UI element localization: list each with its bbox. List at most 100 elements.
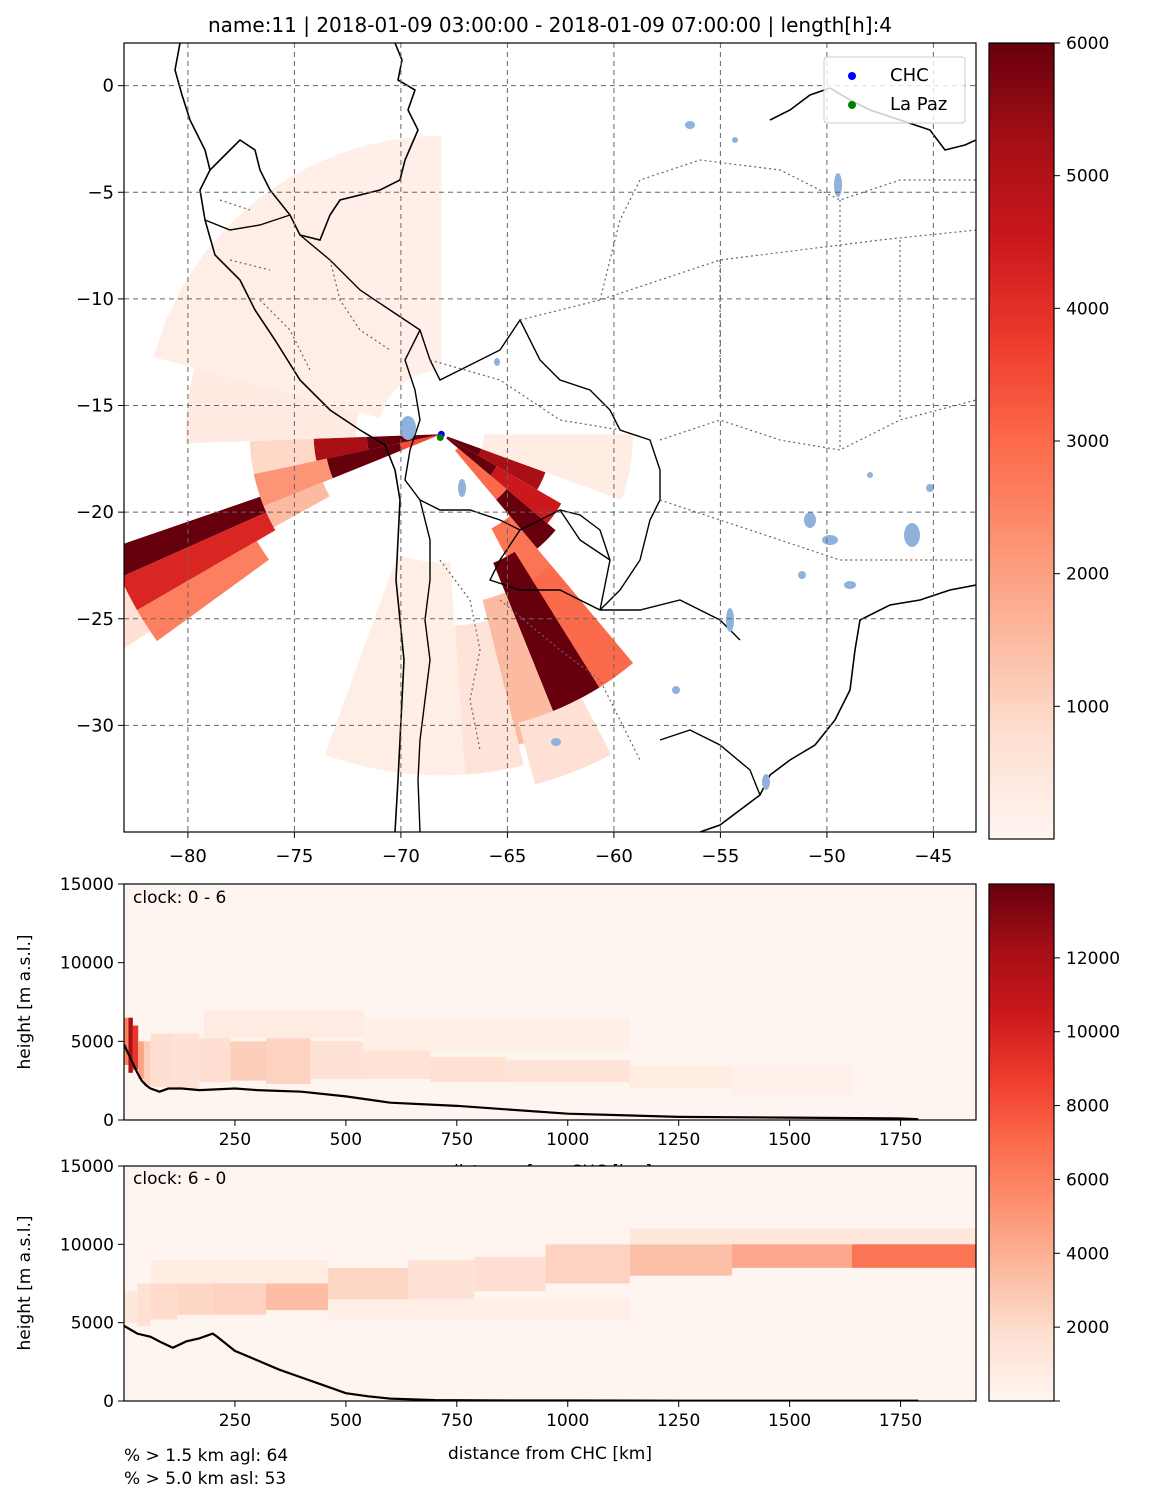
heat-cell	[143, 1041, 151, 1086]
cross-section-1-ticks: 250 500 750 1000 1250 1500 1750 0 5000 10000 15000	[60, 875, 922, 1150]
heat-cell	[328, 1299, 630, 1320]
colorbar-tick-label: 12000	[1066, 949, 1120, 969]
colorbar-tick-label: 2000	[1066, 565, 1109, 585]
coastline	[199, 43, 419, 832]
legend-marker-chc	[848, 72, 856, 80]
cross-section-colorbar: 2000 4000 6000 8000 10000 12000	[988, 883, 1120, 1402]
x-tick-label: 500	[330, 1411, 362, 1431]
heat-sector	[482, 592, 562, 745]
border-chile-argentina	[417, 499, 431, 832]
map-legend: CHC La Paz	[823, 56, 966, 124]
colorbar-frame	[988, 883, 1055, 1402]
heat-sector	[446, 436, 482, 456]
heat-sector	[313, 436, 369, 461]
heat-cell	[230, 1041, 266, 1081]
heat-cell	[128, 1017, 133, 1073]
heat-cell	[310, 1041, 364, 1080]
heat-cell	[474, 1256, 546, 1292]
colorbar-tick-label: 4000	[1066, 1244, 1109, 1264]
y-tick-label: −15	[76, 396, 114, 417]
x-tick-label: 1000	[546, 1130, 589, 1150]
heat-cell	[430, 1057, 506, 1083]
x-tick-label: 1750	[879, 1411, 922, 1431]
x-tick-label: 750	[441, 1411, 473, 1431]
y-tick-label: −30	[76, 715, 114, 736]
map-colorbar: 1000 2000 3000 4000 5000 6000	[988, 34, 1109, 840]
heat-sector	[263, 482, 330, 528]
heat-sector	[496, 489, 556, 549]
cross-section-2-ticks: 250 500 750 1000 1250 1500 1750 0 5000 10000 15000	[60, 1157, 922, 1431]
heat-cell	[328, 1267, 408, 1304]
heat-cell	[731, 1064, 852, 1097]
heat-sector	[490, 466, 562, 524]
heat-cell	[150, 1260, 329, 1284]
cross-section-2-xlabel: distance from CHC [km]	[448, 1444, 652, 1464]
x-tick-label: 750	[441, 1130, 473, 1150]
colorbar-tick-label: 3000	[1066, 432, 1109, 452]
heat-cell	[629, 1244, 732, 1276]
heat-cell	[629, 1064, 732, 1089]
x-tick-label: −50	[808, 846, 846, 867]
heat-sector	[531, 564, 634, 688]
cross-section-2-ylabel: height [m a.s.l.]	[15, 1215, 35, 1350]
y-tick-label: 5000	[71, 1314, 114, 1334]
heat-cell	[124, 1017, 129, 1065]
x-tick-label: 500	[330, 1130, 362, 1150]
x-tick-label: 250	[219, 1130, 251, 1150]
heat-sector	[366, 435, 411, 450]
colorbar-tick-label: 10000	[1066, 1023, 1120, 1043]
heat-sector	[478, 448, 546, 490]
map-heat-sectors	[124, 135, 634, 785]
heat-cell	[199, 1038, 231, 1083]
marker-la-paz	[436, 434, 444, 441]
cross-section-2-cells	[124, 1228, 976, 1326]
x-tick-label: −45	[914, 846, 952, 867]
x-tick-label: −70	[382, 846, 420, 867]
heat-cell	[545, 1244, 630, 1284]
map-geography	[174, 43, 976, 832]
heat-sector	[409, 434, 442, 441]
heat-sector	[153, 175, 410, 418]
heat-cell	[138, 1041, 144, 1080]
y-tick-label: −5	[87, 182, 114, 203]
cross-section-1: 250 500 750 1000 1250 1500 1750 0 5000 10000 15000…	[15, 875, 977, 1182]
x-tick-label: 1000	[546, 1411, 589, 1431]
legend-frame	[823, 56, 966, 124]
x-tick-label: 1750	[879, 1130, 922, 1150]
y-tick-label: 10000	[60, 1235, 114, 1255]
colorbar-tick-label: 6000	[1066, 34, 1109, 54]
cross-section-2-annotation: clock: 6 - 0	[133, 1169, 226, 1189]
y-tick-label: −20	[76, 502, 114, 523]
y-tick-label: −10	[76, 289, 114, 310]
map-frame	[123, 42, 977, 833]
cross-section-2: 250 500 750 1000 1250 1500 1750 0 5000 10000 15000…	[15, 1157, 977, 1464]
x-tick-label: −80	[169, 846, 207, 867]
cross-section-1-annotation: clock: 0 - 6	[133, 888, 226, 908]
y-tick-label: −25	[76, 609, 114, 630]
x-tick-label: 1250	[657, 1130, 700, 1150]
heat-sector	[253, 458, 333, 507]
heat-sector	[481, 434, 634, 500]
x-tick-label: −75	[275, 846, 313, 867]
heat-cell	[150, 1033, 173, 1087]
x-tick-label: −60	[595, 846, 633, 867]
y-tick-label: 10000	[60, 954, 114, 974]
heat-cell	[505, 1060, 630, 1083]
colorbar-tick-label: 2000	[1066, 1318, 1109, 1338]
heat-sector	[124, 512, 276, 611]
border-paraguay	[489, 509, 741, 641]
heat-sector	[292, 135, 442, 379]
heat-sector	[124, 585, 151, 649]
heat-sector	[493, 551, 600, 712]
y-tick-label: 0	[103, 76, 114, 97]
x-tick-label: 1500	[768, 1130, 811, 1150]
heat-cell	[137, 1283, 151, 1326]
heat-cell	[172, 1033, 200, 1089]
heat-cell	[408, 1260, 475, 1300]
legend-label-chc: CHC	[890, 65, 929, 86]
x-tick-label: 1500	[768, 1411, 811, 1431]
y-tick-label: 0	[103, 1111, 114, 1131]
border-peru-ecuador	[204, 214, 291, 231]
water-bodies	[400, 121, 934, 790]
